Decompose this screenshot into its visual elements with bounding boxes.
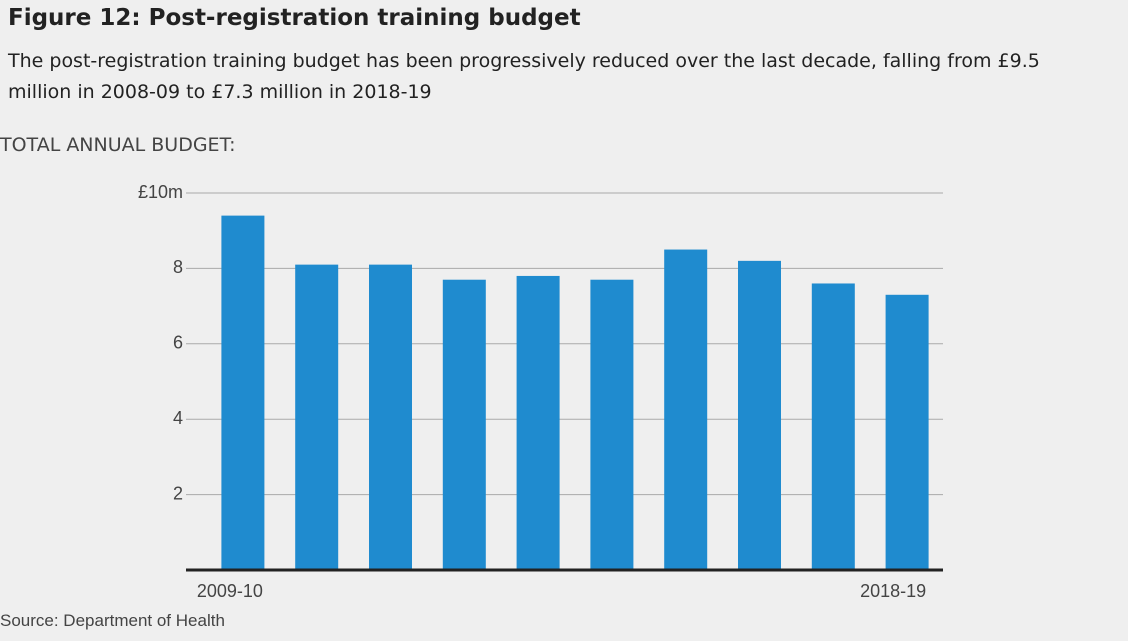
x-tick-label: 2009-10	[197, 581, 263, 601]
bar	[811, 283, 855, 570]
bar	[516, 275, 560, 570]
bar	[369, 264, 412, 570]
bar	[295, 264, 339, 570]
y-tick-label: 6	[173, 333, 183, 353]
chart-title: Figure 12: Post-registration training bu…	[8, 5, 581, 31]
bar	[590, 279, 634, 570]
bar	[885, 294, 929, 570]
bar	[221, 215, 265, 570]
x-tick-label: 2018-19	[860, 581, 926, 601]
bar	[738, 260, 781, 570]
bar	[664, 249, 708, 571]
chart-subtitle: The post-registration training budget ha…	[8, 50, 1040, 103]
bar	[442, 279, 486, 570]
y-tick-label: 8	[173, 257, 183, 277]
y-tick-label: 4	[173, 408, 183, 428]
y-tick-label: £10m	[138, 182, 183, 202]
source: Source: Department of Health	[0, 611, 225, 630]
y-axis-label: TOTAL ANNUAL BUDGET:	[0, 134, 236, 156]
y-tick-label: 2	[173, 483, 183, 503]
